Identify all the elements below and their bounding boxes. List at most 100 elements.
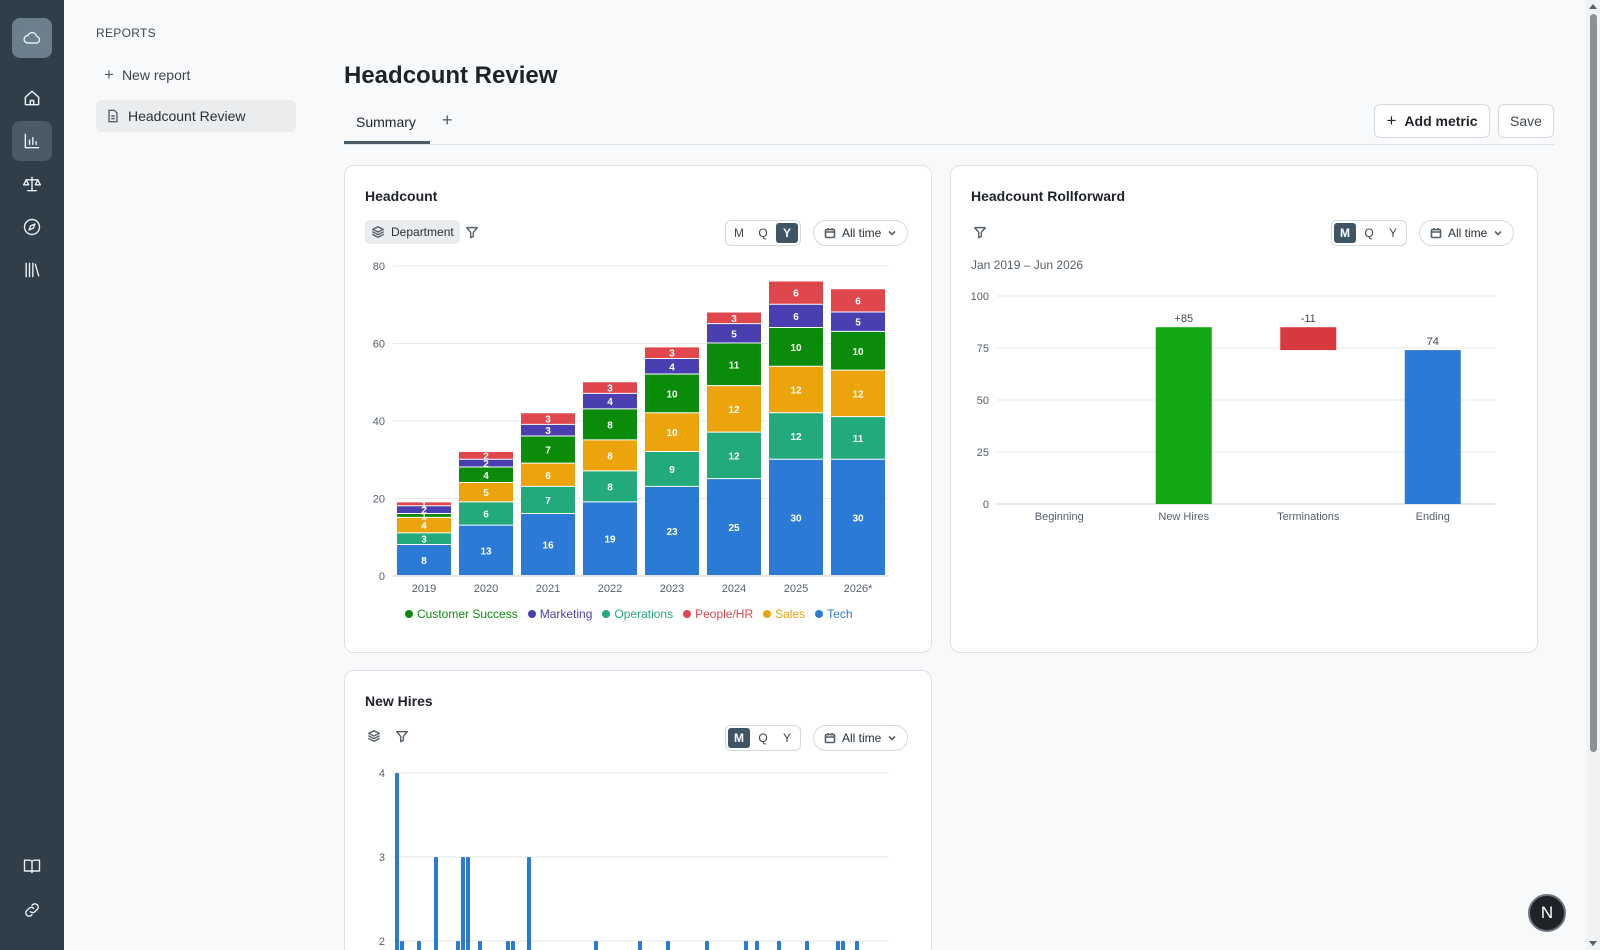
page-scrollbar[interactable] [1586,0,1600,950]
date-range-select[interactable]: All time [813,220,909,246]
scale-icon[interactable] [12,164,52,204]
sidebar-section-title: REPORTS [96,26,156,40]
sidebar-item-headcount-review[interactable]: Headcount Review [96,100,296,132]
granularity-toggle: M Q Y [725,725,801,751]
home-icon[interactable] [12,78,52,118]
bar-segment [831,417,885,459]
compass-icon[interactable] [12,207,52,247]
granularity-y[interactable]: Y [782,731,791,745]
bar-segment [397,514,451,517]
data-label: 3 [669,349,675,360]
granularity-y[interactable]: Y [776,223,798,243]
legend-swatch [763,610,772,618]
bar [638,941,642,950]
library-icon[interactable] [12,250,52,290]
add-tab-button[interactable]: + [442,110,453,130]
new-report-button[interactable]: + New report [104,66,190,83]
data-label: 25 [728,523,740,534]
bar [836,941,840,950]
data-label: 1 [421,500,427,511]
legend-item[interactable]: Customer Success [405,607,518,621]
granularity-m[interactable]: M [1334,223,1356,243]
legend-item[interactable]: Operations [602,607,673,621]
legend-swatch [527,610,536,618]
data-label: 3 [545,415,551,426]
save-button[interactable]: Save [1498,104,1554,138]
date-range-label: All time [842,226,882,240]
sidebar-item-label: Headcount Review [128,108,246,124]
book-icon[interactable] [12,846,52,886]
granularity-q[interactable]: Q [758,731,768,745]
data-label: 12 [790,386,802,397]
bar-segment [583,502,637,575]
x-tick-label: 2019 [412,583,436,595]
tab-summary[interactable]: Summary [356,114,416,130]
bar-segment [397,517,451,533]
granularity-y[interactable]: Y [1388,226,1397,240]
legend-item[interactable]: People/HR [683,607,753,621]
bar-segment [645,374,699,413]
group-by-department-chip[interactable]: Department [365,220,460,244]
scroll-down-arrow[interactable] [1589,941,1597,946]
filter-icon[interactable] [393,727,411,745]
y-tick-label: 80 [373,261,385,273]
data-label: 6 [855,296,861,307]
legend-item[interactable]: Sales [763,607,805,621]
bar-segment [397,545,451,575]
layers-icon [372,226,384,238]
x-tick-label: 2020 [474,583,498,595]
bar-segment [459,525,513,575]
bar-chart-icon[interactable] [12,121,52,161]
bar-segment [397,533,451,544]
filter-icon[interactable] [463,223,481,241]
reports-sidebar: REPORTS + New report Headcount Review [64,0,308,950]
date-range-select[interactable]: All time [813,725,909,751]
cloud-icon[interactable] [12,18,52,58]
granularity-toggle: M Q Y [1331,220,1407,246]
tab-divider [344,144,1554,145]
data-label: 5 [731,329,737,340]
bar-segment [459,502,513,525]
date-range-label: All time [842,731,882,745]
legend-label: Marketing [539,607,593,621]
data-label: 1 [421,511,427,522]
data-label: +85 [1174,313,1193,325]
link-icon[interactable] [12,890,52,930]
y-tick-label: 2 [379,936,385,948]
card-title: New Hires [365,693,433,709]
scroll-thumb[interactable] [1590,14,1597,752]
granularity-q[interactable]: Q [1364,226,1374,240]
card-title: Headcount [365,188,438,204]
granularity-q[interactable]: Q [758,226,768,240]
legend-item[interactable]: Marketing [527,607,593,621]
add-metric-button[interactable]: + Add metric [1374,104,1490,138]
bar-segment [707,432,761,479]
legend-swatch [405,610,413,618]
bar-segment [831,459,885,575]
granularity-m[interactable]: M [728,728,750,748]
layers-icon[interactable] [365,727,383,745]
data-label: 74 [1427,336,1439,348]
bar-segment [645,359,699,374]
x-tick-label: Beginning [1035,511,1084,523]
data-label: 2 [483,451,489,462]
bar [434,857,438,950]
date-range-select[interactable]: All time [1419,220,1515,246]
data-label: 4 [669,362,675,373]
legend-item[interactable]: Tech [815,607,853,621]
bar-segment [645,486,699,575]
bar [855,941,859,950]
bar-segment [459,452,513,459]
y-tick-label: 100 [971,291,989,303]
data-label: 2 [483,459,489,470]
bar-segment [583,471,637,502]
bar [594,941,598,950]
legend-label: Sales [775,607,806,621]
granularity-m[interactable]: M [734,226,744,240]
bar-segment [459,467,513,482]
x-tick-label: Ending [1416,511,1450,523]
filter-icon[interactable] [971,223,989,241]
scroll-up-arrow[interactable] [1589,4,1597,9]
bar-segment [831,289,885,312]
avatar[interactable]: N [1528,894,1566,932]
